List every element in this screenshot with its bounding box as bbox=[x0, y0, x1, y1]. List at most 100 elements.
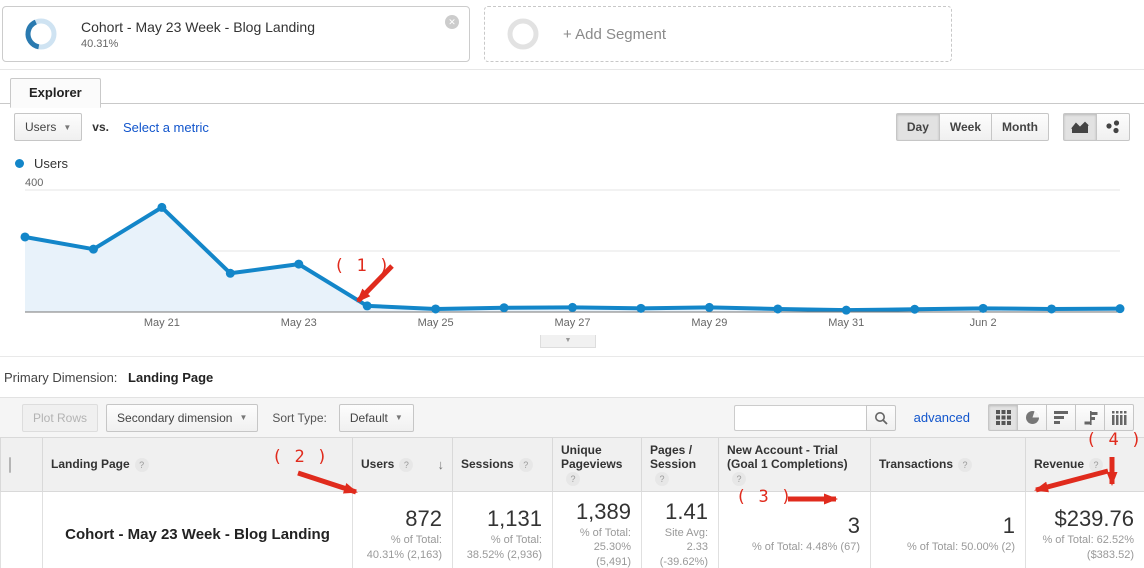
col-label: Users bbox=[361, 457, 395, 471]
totals-goal-completions-value: 3 bbox=[847, 513, 860, 539]
svg-text:May 21: May 21 bbox=[144, 317, 180, 329]
totals-revenue-sub: % of Total: 62.52% ($383.52) bbox=[1042, 534, 1134, 561]
svg-text:May 25: May 25 bbox=[418, 317, 454, 329]
empty-donut-icon bbox=[507, 18, 539, 50]
line-chart-icon bbox=[1071, 121, 1089, 133]
totals-sessions-cell: 1,131 % of Total: 38.52% (2,936) bbox=[452, 491, 553, 568]
totals-segment-name: Cohort - May 23 Week - Blog Landing bbox=[42, 491, 353, 568]
col-header-sessions[interactable]: Sessions? bbox=[452, 437, 553, 492]
col-header-revenue[interactable]: Revenue? bbox=[1025, 437, 1144, 492]
help-icon[interactable]: ? bbox=[1089, 458, 1104, 472]
sort-type-value: Default bbox=[349, 410, 388, 425]
svg-text:May 29: May 29 bbox=[691, 317, 727, 329]
granularity-toggle: Day Week Month bbox=[895, 113, 1049, 141]
segment-title: Cohort - May 23 Week - Blog Landing bbox=[81, 18, 315, 35]
col-label: New Account - Trial (Goal 1 Completions) bbox=[727, 443, 848, 471]
add-segment-card[interactable]: + Add Segment bbox=[484, 6, 952, 62]
timeline-expander[interactable]: ▼ bbox=[540, 335, 596, 348]
totals-pages-session-cell: 1.41 Site Avg: 2.33 (-39.62%) bbox=[641, 491, 719, 568]
users-legend-dot-icon bbox=[15, 158, 24, 168]
svg-text:400: 400 bbox=[25, 177, 43, 189]
help-icon[interactable]: ? bbox=[958, 458, 973, 472]
primary-dimension-label: Primary Dimension: bbox=[4, 370, 118, 385]
search-input[interactable] bbox=[733, 404, 866, 431]
col-header-transactions[interactable]: Transactions? bbox=[870, 437, 1026, 492]
totals-transactions-sub: % of Total: 50.00% (2) bbox=[906, 541, 1015, 554]
search-button[interactable] bbox=[865, 404, 896, 431]
help-icon[interactable]: ? bbox=[518, 458, 533, 472]
comparison-icon bbox=[1084, 410, 1097, 425]
help-icon[interactable]: ? bbox=[732, 472, 746, 486]
help-icon[interactable]: ? bbox=[566, 472, 580, 486]
tab-explorer[interactable]: Explorer bbox=[10, 78, 101, 108]
col-header-pages-session[interactable]: Pages / Session? bbox=[641, 437, 719, 492]
granularity-week-button[interactable]: Week bbox=[938, 113, 993, 141]
col-label: Landing Page bbox=[51, 457, 130, 471]
help-icon[interactable]: ? bbox=[655, 472, 669, 486]
comparison-view-button[interactable] bbox=[1075, 404, 1105, 431]
report-table: Landing Page? Users? ↓ Sessions? Unique … bbox=[0, 437, 1144, 568]
pivot-view-button[interactable] bbox=[1104, 404, 1134, 431]
totals-users-cell: 872 % of Total: 40.31% (2,163) bbox=[352, 491, 453, 568]
select-all-cell bbox=[0, 437, 43, 492]
sort-type-dropdown[interactable]: Default ▼ bbox=[338, 403, 414, 432]
table-search bbox=[733, 404, 896, 431]
col-header-unique-pageviews[interactable]: Unique Pageviews? bbox=[552, 437, 642, 492]
help-icon[interactable]: ? bbox=[399, 458, 414, 472]
performance-view-button[interactable] bbox=[1046, 404, 1076, 431]
granularity-month-button[interactable]: Month bbox=[991, 113, 1049, 141]
help-icon[interactable]: ? bbox=[134, 458, 149, 472]
plot-rows-button[interactable]: Plot Rows bbox=[22, 403, 99, 432]
secondary-dimension-dropdown[interactable]: Secondary dimension ▼ bbox=[106, 403, 259, 432]
col-label: Unique Pageviews bbox=[561, 443, 623, 471]
add-segment-label: + Add Segment bbox=[563, 25, 666, 43]
sort-desc-icon: ↓ bbox=[437, 457, 445, 472]
col-label: Pages / Session bbox=[650, 443, 697, 471]
col-header-goal-completions[interactable]: New Account - Trial (Goal 1 Completions)… bbox=[718, 437, 871, 492]
select-all-checkbox[interactable] bbox=[9, 456, 11, 473]
view-toggle bbox=[988, 404, 1134, 431]
svg-text:May 31: May 31 bbox=[828, 317, 864, 329]
totals-goal-completions-sub: % of Total: 4.48% (67) bbox=[751, 541, 860, 554]
granularity-day-button[interactable]: Day bbox=[895, 113, 940, 141]
metric-dropdown[interactable]: Users ▼ bbox=[14, 113, 83, 141]
totals-transactions-cell: 1 % of Total: 50.00% (2) bbox=[870, 491, 1026, 568]
motion-chart-button[interactable] bbox=[1096, 113, 1130, 141]
advanced-link[interactable]: advanced bbox=[913, 410, 970, 425]
vs-label: vs. bbox=[92, 120, 109, 134]
scatter-dots-icon bbox=[1106, 120, 1120, 134]
primary-dimension-value[interactable]: Landing Page bbox=[128, 370, 214, 385]
users-legend-label: Users bbox=[34, 155, 68, 171]
segment-bar: Cohort - May 23 Week - Blog Landing 40.3… bbox=[0, 0, 1144, 70]
segment-percent: 40.31% bbox=[81, 37, 119, 50]
chevron-down-icon: ▼ bbox=[63, 122, 72, 132]
percentage-view-button[interactable] bbox=[1017, 404, 1047, 431]
table-view-button[interactable] bbox=[988, 404, 1018, 431]
chevron-down-icon: ▼ bbox=[239, 413, 248, 422]
col-header-users[interactable]: Users? ↓ bbox=[352, 437, 453, 492]
table-header-row: Landing Page? Users? ↓ Sessions? Unique … bbox=[0, 437, 1144, 492]
select-metric-link[interactable]: Select a metric bbox=[122, 119, 209, 135]
svg-text:May 27: May 27 bbox=[554, 317, 590, 329]
primary-dimension-row: Primary Dimension: Landing Page bbox=[0, 357, 1144, 397]
totals-unique-pageviews-value: 1,389 bbox=[575, 499, 631, 524]
col-label: Transactions bbox=[879, 457, 954, 471]
col-header-landing-page[interactable]: Landing Page? bbox=[42, 437, 353, 492]
chart-type-toggle bbox=[1063, 113, 1130, 141]
totals-users-value: 872 bbox=[405, 506, 442, 532]
bars-icon bbox=[1053, 411, 1068, 424]
totals-row: Cohort - May 23 Week - Blog Landing 872 … bbox=[0, 491, 1144, 568]
close-icon[interactable]: ✕ bbox=[445, 15, 459, 29]
line-chart-button[interactable] bbox=[1063, 113, 1097, 141]
totals-unique-pageviews-cell: 1,389 % of Total: 25.30% (5,491) bbox=[552, 491, 642, 568]
tab-bar: Explorer bbox=[0, 70, 1144, 108]
totals-pages-session-sub: Site Avg: 2.33 (-39.62%) bbox=[659, 527, 708, 568]
applied-segment-card[interactable]: Cohort - May 23 Week - Blog Landing 40.3… bbox=[2, 6, 470, 62]
totals-sessions-value: 1,131 bbox=[486, 506, 542, 532]
svg-text:Jun 2: Jun 2 bbox=[970, 317, 997, 329]
metric-picker-row: Users ▼ vs. Select a metric Day Week Mon… bbox=[0, 104, 1144, 150]
totals-revenue-value: $239.76 bbox=[1054, 506, 1134, 532]
pivot-icon bbox=[1112, 410, 1127, 425]
